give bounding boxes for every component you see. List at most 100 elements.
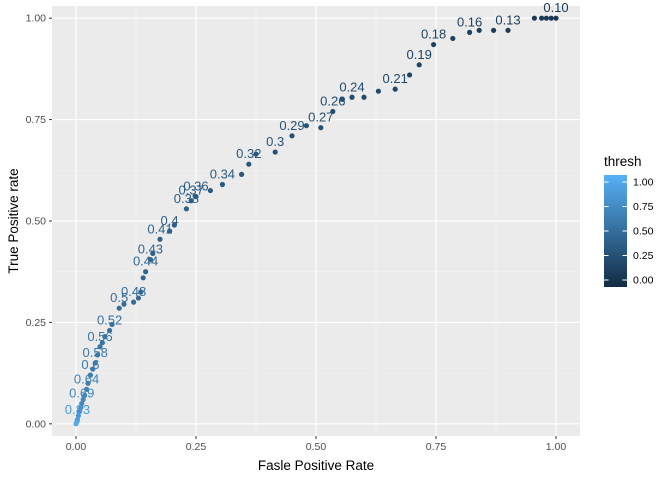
data-point bbox=[73, 421, 79, 427]
y-tick-label: 0.25 bbox=[26, 317, 47, 329]
data-point bbox=[349, 94, 355, 100]
data-point bbox=[78, 405, 84, 411]
data-point bbox=[109, 321, 115, 328]
data-point bbox=[140, 275, 146, 281]
point-label: 0.58 bbox=[83, 345, 108, 360]
data-point bbox=[183, 206, 189, 212]
x-tick-label: 0.50 bbox=[306, 441, 327, 453]
data-point bbox=[246, 161, 252, 167]
point-label: 0.29 bbox=[279, 118, 304, 133]
data-point bbox=[76, 409, 82, 415]
data-point bbox=[548, 15, 554, 21]
point-label: 0.44 bbox=[133, 254, 158, 269]
point-label: 0.48 bbox=[121, 284, 146, 299]
data-point bbox=[318, 125, 324, 131]
point-label: 0.24 bbox=[339, 79, 364, 94]
point-label: 0.83 bbox=[65, 402, 90, 417]
point-label: 0.38 bbox=[174, 191, 199, 206]
data-point bbox=[476, 27, 482, 33]
point-label: 0.4 bbox=[161, 213, 179, 228]
point-label: 0.64 bbox=[74, 371, 99, 386]
point-label: 0.56 bbox=[87, 329, 112, 344]
data-point bbox=[193, 194, 199, 200]
legend-tick-label: 0.25 bbox=[633, 250, 654, 262]
legend-ticks: 0.00 0.25 0.50 0.75 1.00 bbox=[604, 177, 654, 287]
data-point bbox=[253, 151, 259, 157]
point-label: 0.19 bbox=[407, 47, 432, 62]
data-points bbox=[73, 15, 559, 427]
point-label: 0.16 bbox=[457, 14, 482, 29]
data-point bbox=[138, 289, 144, 295]
data-point bbox=[361, 94, 367, 100]
point-label: 0.34 bbox=[210, 166, 235, 181]
data-point bbox=[553, 15, 559, 21]
legend-title: thresh bbox=[604, 154, 642, 169]
point-label: 0.26 bbox=[320, 93, 345, 108]
x-tick-label: 0.25 bbox=[186, 441, 207, 453]
data-point bbox=[82, 392, 88, 399]
major-gridlines bbox=[52, 6, 580, 436]
y-axis: 0.00 0.25 0.50 0.75 1.00 bbox=[26, 13, 52, 430]
data-point bbox=[87, 372, 93, 378]
data-point bbox=[80, 396, 86, 403]
point-label: 0.43 bbox=[138, 242, 163, 257]
data-point bbox=[150, 250, 156, 257]
point-label: 0.32 bbox=[236, 146, 261, 161]
data-point bbox=[207, 187, 213, 194]
point-label: 0.3 bbox=[266, 134, 284, 149]
data-point bbox=[505, 27, 511, 33]
data-point bbox=[330, 108, 336, 115]
data-point bbox=[95, 352, 101, 358]
point-label: 0.52 bbox=[97, 313, 122, 328]
legend-tick-label: 1.00 bbox=[633, 177, 654, 189]
x-tick-label: 1.00 bbox=[546, 441, 567, 453]
data-point bbox=[171, 222, 177, 228]
data-point bbox=[416, 62, 422, 68]
y-tick-label: 0.75 bbox=[26, 114, 47, 126]
x-tick-label: 0.00 bbox=[66, 441, 87, 453]
point-label: 0.13 bbox=[495, 12, 520, 27]
y-tick-label: 0.50 bbox=[26, 216, 47, 228]
data-point bbox=[407, 72, 413, 78]
data-point bbox=[116, 305, 122, 311]
data-point bbox=[157, 236, 163, 242]
point-label: 0.69 bbox=[69, 386, 94, 401]
point-label: 0.21 bbox=[383, 71, 408, 86]
data-point bbox=[97, 344, 103, 350]
legend-tick-label: 0.00 bbox=[633, 275, 654, 287]
data-point bbox=[467, 29, 473, 35]
data-point bbox=[450, 35, 456, 42]
point-label: 0.27 bbox=[308, 110, 333, 125]
legend-tick-label: 0.50 bbox=[633, 226, 654, 238]
point-label: 0.5 bbox=[110, 290, 128, 305]
data-point bbox=[107, 327, 113, 334]
point-label: 0.6 bbox=[81, 357, 99, 372]
data-point bbox=[431, 41, 437, 48]
point-label: 0.36 bbox=[183, 179, 208, 194]
legend-colorbar bbox=[604, 175, 627, 287]
data-point bbox=[92, 360, 98, 366]
data-point bbox=[303, 123, 309, 129]
data-point bbox=[131, 299, 137, 305]
data-point bbox=[99, 340, 105, 346]
data-point bbox=[79, 400, 85, 407]
y-axis-title: True Positive rate bbox=[6, 168, 21, 273]
point-label: 0.18 bbox=[421, 27, 446, 42]
data-point bbox=[102, 334, 108, 340]
data-point bbox=[167, 228, 173, 234]
data-point bbox=[85, 380, 91, 386]
data-point bbox=[188, 198, 194, 204]
data-point bbox=[539, 15, 545, 21]
point-label: 0.10 bbox=[543, 0, 568, 15]
data-point bbox=[135, 295, 141, 301]
legend: thresh 0.00 0.25 0.50 0.75 1.00 bbox=[604, 154, 654, 287]
point-labels: 0.10 0.13 0.16 0.18 0.19 0.21 0.240.26 0.27 0.29… bbox=[65, 0, 569, 417]
y-tick-label: 0.00 bbox=[26, 418, 47, 430]
data-point bbox=[75, 413, 81, 419]
data-point bbox=[121, 301, 127, 307]
data-point bbox=[531, 15, 538, 21]
x-axis: 0.00 0.25 0.50 0.75 1.00 bbox=[66, 436, 567, 453]
data-point bbox=[543, 15, 550, 21]
y-tick-label: 1.00 bbox=[26, 13, 47, 25]
data-point bbox=[83, 386, 90, 392]
